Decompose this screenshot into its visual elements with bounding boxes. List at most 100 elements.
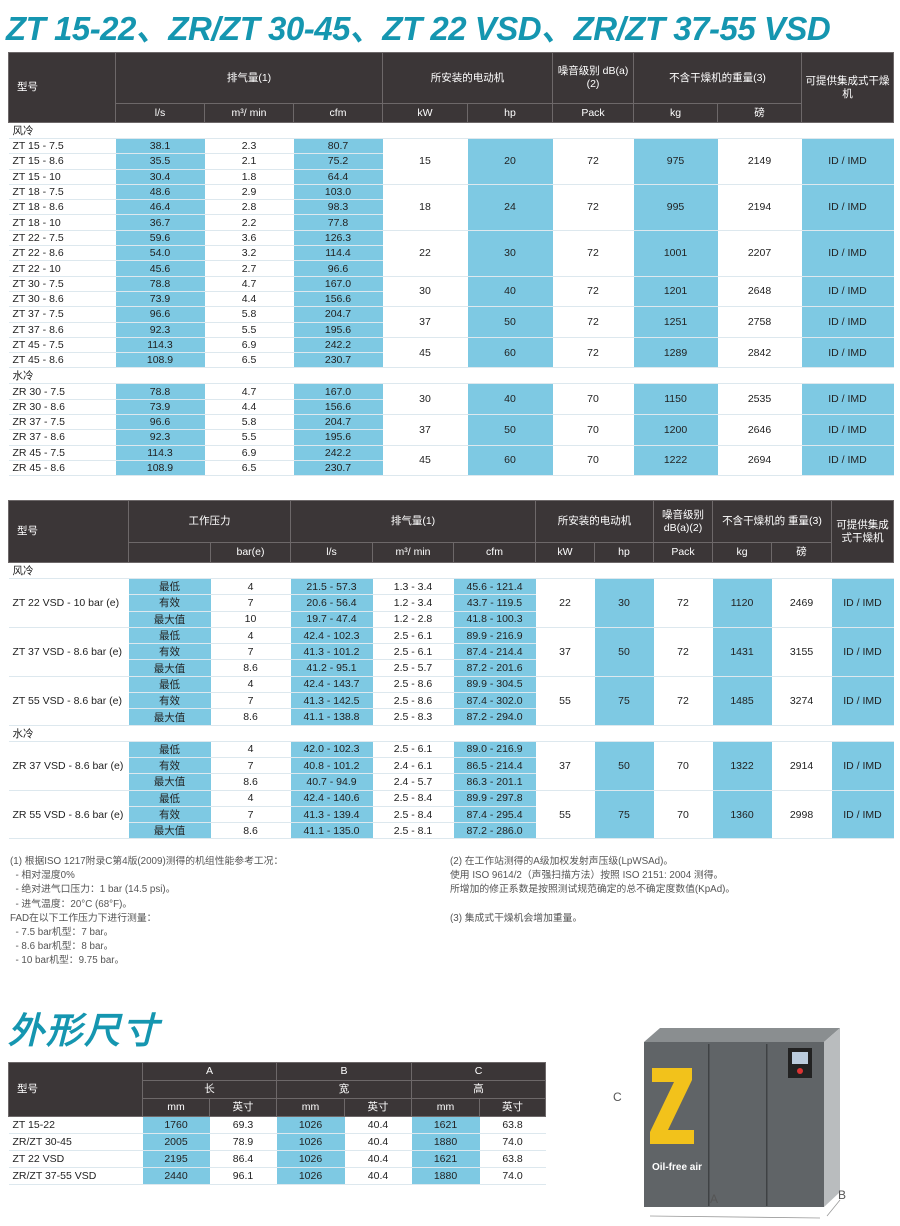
footnote-line: - 7.5 bar机型：7 bar。	[10, 927, 114, 939]
flow-cfm: 86.3 - 201.1	[453, 773, 536, 791]
flow-ls: 42.4 - 140.6	[290, 790, 373, 807]
motor-hp: 50	[594, 741, 654, 791]
dryer: ID / IMD	[831, 578, 894, 628]
model-name: ZT 22 - 10	[8, 260, 116, 277]
flow-m3min: 2.8	[204, 199, 294, 216]
flow-ls: 41.3 - 139.4	[290, 806, 373, 824]
flow-cfm: 87.2 - 201.6	[453, 659, 536, 677]
specs-table-fixed-speed: 型号 排气量(1) 所安装的电动机 噪音级别 dB(a)(2) 不含干燥机的重量(3) 可…	[8, 52, 895, 477]
flow-m3min: 4.7	[204, 383, 294, 400]
table-row: ZT 37 - 8.6 92.3 5.5 195.6	[8, 322, 894, 338]
weight-lb: 2842	[717, 337, 802, 369]
pressure-bar: 4	[210, 627, 291, 645]
weight-lb: 2207	[717, 230, 802, 277]
noise-pack: 72	[653, 676, 713, 726]
motor-hp: 75	[594, 790, 654, 840]
flow-ls: 42.0 - 102.3	[290, 741, 373, 758]
flow-cfm: 98.3	[293, 199, 383, 216]
table-row: ZT 30 - 7.5 78.8 4.7 167.0 30 40 72 1201 2648 ID …	[8, 276, 894, 308]
noise-pack: 72	[552, 184, 634, 231]
flow-ls: 21.5 - 57.3	[290, 578, 373, 596]
table-row: ZT 37 VSD - 8.6 bar (e) 最低 4 42.4 - 102.3 2.…	[8, 627, 894, 677]
flow-cfm: 204.7	[293, 414, 383, 431]
weight-lb: 2758	[717, 306, 802, 338]
pressure-level: 最大值	[128, 822, 211, 840]
weight-lb: 2535	[717, 383, 802, 416]
dimension-value: 63.8	[479, 1116, 546, 1134]
pressure-level: 最大值	[128, 773, 211, 791]
flow-m3min: 1.2 - 3.4	[372, 594, 454, 612]
header-unit: kg	[712, 542, 773, 563]
flow-ls: 114.3	[115, 445, 205, 461]
flow-cfm: 87.4 - 302.0	[453, 692, 536, 710]
model-name: ZR 30 - 8.6	[8, 399, 116, 416]
header-unit: Pack	[552, 103, 635, 123]
motor-hp: 75	[594, 676, 654, 726]
table-row: 有效 7 41.3 - 101.2 2.5 - 6.1 87.4 - 214.4	[9, 643, 894, 661]
model-name: ZT 15 - 8.6	[8, 153, 116, 170]
motor-hp: 40	[467, 383, 553, 416]
pressure-bar: 4	[210, 676, 291, 694]
header-dimension-name: 长	[141, 1080, 278, 1099]
header-dimension-name: 高	[411, 1080, 547, 1099]
dimension-value: 63.8	[479, 1150, 546, 1168]
flow-cfm: 89.9 - 216.9	[453, 627, 536, 645]
dimension-value: 74.0	[479, 1167, 546, 1185]
flow-cfm: 167.0	[293, 276, 383, 292]
pressure-level: 最大值	[128, 659, 211, 677]
weight-kg: 995	[633, 184, 718, 231]
dryer: ID / IMD	[801, 230, 894, 277]
header-unit: bar(e)	[210, 542, 291, 563]
dimension-label-b: B	[838, 1188, 847, 1202]
pressure-bar: 8.6	[210, 659, 291, 677]
dimension-value: 2195	[142, 1150, 210, 1168]
pressure-bar: 7	[210, 692, 291, 710]
weight-lb: 2469	[771, 578, 832, 628]
flow-cfm: 156.6	[293, 399, 383, 416]
flow-cfm: 126.3	[293, 230, 383, 247]
footnote-line: (1) 根据ISO 1217附录C第4版(2009)测得的机组性能参考工况：	[10, 856, 284, 867]
table-row: ZR 45 - 7.5 114.3 6.9 242.2 45 60 70 1222 2694 ID…	[8, 445, 894, 477]
pressure-level: 有效	[128, 594, 211, 612]
dimension-value: 2440	[142, 1167, 210, 1185]
dimensions-table: 型号 A B C 长宽高 mm 英寸 mm 英寸 mm 英寸 ZT 15-22 1760 69.3 1026…	[8, 1062, 547, 1185]
model-name: ZT 30 - 8.6	[8, 291, 116, 308]
flow-ls: 41.1 - 135.0	[290, 822, 373, 840]
weight-lb: 3274	[771, 676, 832, 726]
noise-pack: 70	[552, 383, 634, 416]
flow-m3min: 1.2 - 2.8	[372, 611, 454, 628]
dryer: ID / IMD	[831, 627, 894, 677]
footnotes-right: (2) 在工作站测得的A级加权发射声压级(LpWSAd)。 使用 ISO 9614…	[450, 855, 890, 926]
dimension-value: 1026	[276, 1167, 345, 1185]
pressure-bar: 4	[210, 578, 291, 596]
header-unit: mm	[411, 1098, 481, 1117]
model-name: ZT 22 VSD - 10 bar (e)	[8, 578, 129, 628]
noise-pack: 72	[653, 627, 713, 677]
header-unit: kg	[633, 103, 719, 123]
flow-ls: 40.7 - 94.9	[290, 773, 373, 791]
model-name: ZT 15 - 10	[8, 169, 116, 185]
table-row: ZR 55 VSD - 8.6 bar (e) 最低 4 42.4 - 140.6 2.…	[8, 790, 894, 840]
pressure-bar: 7	[210, 643, 291, 661]
flow-m3min: 2.1	[204, 153, 294, 170]
weight-kg: 975	[633, 138, 718, 185]
table-row: ZT 22 - 10 45.6 2.7 96.6	[8, 260, 894, 277]
dimension-value: 40.4	[344, 1167, 412, 1185]
section-label: 风冷	[8, 122, 894, 139]
motor-hp: 50	[467, 306, 553, 338]
model-name: ZT 45 - 7.5	[8, 337, 116, 354]
weight-lb: 2149	[717, 138, 802, 185]
flow-ls: 36.7	[115, 214, 205, 231]
header-motor: 所安装的电动机	[535, 500, 655, 543]
flow-cfm: 114.4	[293, 245, 383, 262]
model-name: ZT 18 - 10	[8, 214, 116, 231]
footnote-line: 所增加的修正系数是按照测试规范确定的总不确定度数值(KpAd)。	[450, 884, 736, 896]
motor-hp: 60	[467, 445, 553, 477]
flow-cfm: 86.5 - 214.4	[453, 757, 536, 775]
flow-cfm: 89.0 - 216.9	[453, 741, 536, 758]
flow-cfm: 87.2 - 294.0	[453, 708, 536, 726]
model-name: ZR 37 - 7.5	[8, 414, 116, 431]
dryer: ID / IMD	[801, 337, 894, 369]
flow-m3min: 6.5	[204, 460, 294, 477]
motor-hp: 30	[594, 578, 654, 628]
